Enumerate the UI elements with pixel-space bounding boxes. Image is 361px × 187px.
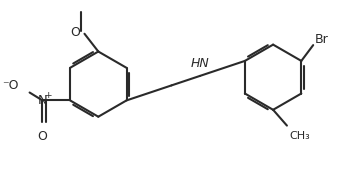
Text: N: N (38, 94, 47, 107)
Text: O: O (38, 130, 47, 143)
Text: +: + (44, 91, 52, 100)
Text: HN: HN (191, 57, 209, 70)
Text: O: O (71, 26, 81, 39)
Text: ⁻O: ⁻O (2, 79, 19, 92)
Text: Br: Br (315, 33, 329, 46)
Text: CH₃: CH₃ (289, 131, 310, 141)
